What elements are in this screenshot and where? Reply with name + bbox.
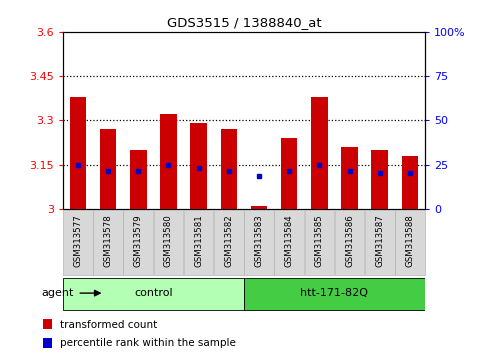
Text: GSM313577: GSM313577 <box>73 214 83 267</box>
Text: GSM313584: GSM313584 <box>284 214 294 267</box>
Text: GSM313587: GSM313587 <box>375 214 384 267</box>
Text: GSM313585: GSM313585 <box>315 214 324 267</box>
Bar <box>154 210 183 275</box>
Text: GSM313588: GSM313588 <box>405 214 414 267</box>
Text: GSM313586: GSM313586 <box>345 214 354 267</box>
Text: GSM313579: GSM313579 <box>134 214 143 267</box>
Bar <box>341 147 358 209</box>
Bar <box>70 97 86 209</box>
Bar <box>63 278 243 310</box>
Text: GSM313578: GSM313578 <box>103 214 113 267</box>
Bar <box>214 210 243 275</box>
Text: transformed count: transformed count <box>60 320 157 330</box>
Bar <box>43 338 52 348</box>
Text: GSM313583: GSM313583 <box>255 214 264 267</box>
Bar <box>365 210 395 275</box>
Bar <box>130 150 146 209</box>
Bar <box>43 319 52 329</box>
Text: GSM313580: GSM313580 <box>164 214 173 267</box>
Bar <box>371 150 388 209</box>
Bar <box>160 114 177 209</box>
Bar <box>63 210 93 275</box>
Bar <box>221 129 237 209</box>
Text: agent: agent <box>41 288 73 298</box>
Bar <box>190 123 207 209</box>
Bar <box>100 129 116 209</box>
Bar <box>402 156 418 209</box>
Bar <box>244 210 274 275</box>
Bar <box>124 210 153 275</box>
Bar <box>274 210 304 275</box>
Bar <box>244 278 425 310</box>
Bar <box>335 210 364 275</box>
Bar <box>184 210 213 275</box>
Text: GSM313582: GSM313582 <box>224 214 233 267</box>
Title: GDS3515 / 1388840_at: GDS3515 / 1388840_at <box>167 16 321 29</box>
Bar <box>305 210 334 275</box>
Bar <box>311 97 327 209</box>
Text: control: control <box>134 288 172 298</box>
Text: htt-171-82Q: htt-171-82Q <box>300 288 369 298</box>
Bar <box>395 210 425 275</box>
Text: GSM313581: GSM313581 <box>194 214 203 267</box>
Bar <box>93 210 123 275</box>
Bar <box>281 138 298 209</box>
Text: percentile rank within the sample: percentile rank within the sample <box>60 338 236 348</box>
Bar <box>251 206 267 209</box>
